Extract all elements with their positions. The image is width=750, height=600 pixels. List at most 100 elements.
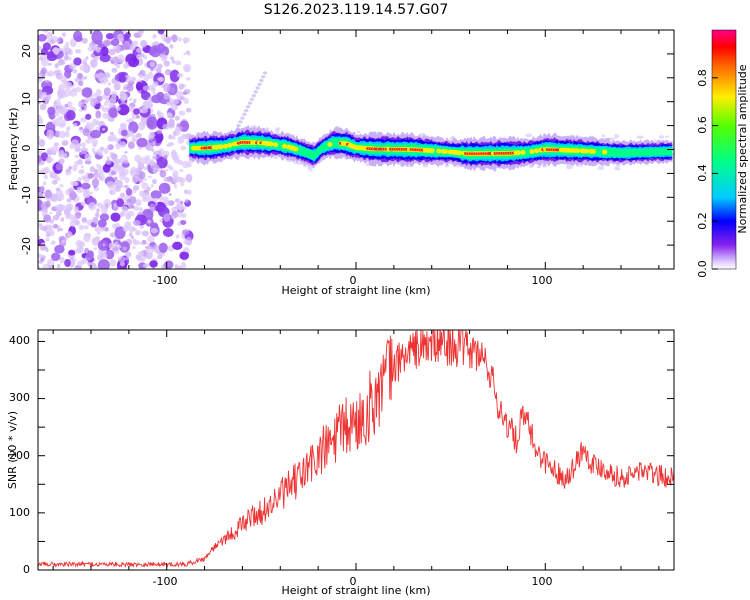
noise-speck [95,202,100,207]
noise-speck [128,226,135,233]
ridge-core-yellow [574,148,581,154]
noise-speck [158,182,171,194]
noise-speck [174,127,181,136]
ridge-speck [616,167,620,171]
colorbar-ticks [712,77,718,270]
noise-speck [118,245,122,248]
noise-speck [133,98,137,104]
noise-speck [160,33,168,40]
noise-speck [115,64,121,69]
noise-speck [45,237,50,242]
noise-speck [150,108,154,113]
noise-speck [65,168,71,173]
ridge-speck [601,134,606,137]
noise-speck [173,183,177,187]
faint-streak-point [240,116,245,120]
noise-speck [180,261,187,269]
noise-speck [47,258,55,267]
noise-speck [171,98,180,105]
snr-x-tick-neg100: -100 [153,575,178,588]
faint-streak-point [261,75,266,79]
spectrogram-x-tick-neg100: -100 [153,274,178,287]
noise-speck [108,107,118,118]
ridge-core-yellow [218,144,224,150]
noise-speck [113,58,119,66]
noise-speck [38,135,41,141]
noise-speck [69,38,77,48]
noise-speck [131,175,139,183]
faint-streak-point [247,101,253,105]
noise-speck [95,121,100,125]
noise-speck [106,115,111,120]
ridge-core-yellow [272,142,278,148]
noise-speck [63,55,69,61]
noise-speck [175,176,182,182]
noise-speck [183,239,191,245]
noise-speck [168,166,174,171]
noise-speck [156,156,168,169]
noise-speck [179,220,187,225]
noise-speck [59,227,63,232]
noise-speck [38,265,41,269]
noise-speck [72,123,78,127]
noise-speck [163,60,170,67]
noise-speck [156,66,162,74]
noise-speck [74,160,79,167]
noise-speck [57,193,65,201]
noise-speck [111,67,118,73]
ridge-core-yellow [268,141,274,147]
noise-speck [142,70,147,75]
noise-speck [49,212,53,215]
noise-speck [105,203,109,206]
noise-speck [44,209,49,214]
noise-speck [172,153,180,162]
noise-speck [171,135,176,140]
ridge-speck [275,127,281,131]
noise-speck [68,249,76,256]
noise-speck [136,53,141,60]
snr-line [38,330,674,568]
noise-speck [80,147,88,155]
ridge-speck [356,130,361,133]
noise-speck [99,53,111,63]
noise-speck [85,139,92,144]
noise-speck [56,104,65,113]
noise-speck [115,142,121,150]
noise-speck [136,256,144,262]
noise-speck [123,184,129,189]
noise-speck [67,56,72,61]
noise-speck [120,261,125,267]
noise-speck [114,241,119,245]
noise-speck [170,88,176,94]
ridge-core-yellow [429,148,435,154]
noise-speck [186,162,192,168]
snr-y-tick-100: 100 [9,506,30,519]
noise-speck [84,153,92,162]
noise-speck [179,96,186,101]
noise-speck [162,92,171,100]
noise-speck [60,217,65,222]
noise-speck [105,98,110,104]
faint-streak-point [244,109,249,113]
noise-speck [172,241,183,250]
ridge-core-yellow [520,150,526,155]
noise-speck [127,141,135,149]
noise-speck [63,208,71,216]
noise-speck [126,83,134,92]
noise-speck [119,211,126,217]
noise-speck [132,189,137,194]
noise-speck [96,230,101,235]
noise-speck [91,236,100,246]
noise-speck [136,115,140,119]
noise-speck [122,42,130,51]
noise-speck [94,56,99,61]
noise-speck [177,136,184,141]
noise-speck [146,119,155,128]
noise-speck [124,151,128,154]
noise-speck [150,67,154,72]
noise-speck [64,259,71,267]
noise-speck [139,225,144,229]
spectrogram-x-tick-100: 100 [532,274,553,287]
noise-speck [97,219,107,228]
